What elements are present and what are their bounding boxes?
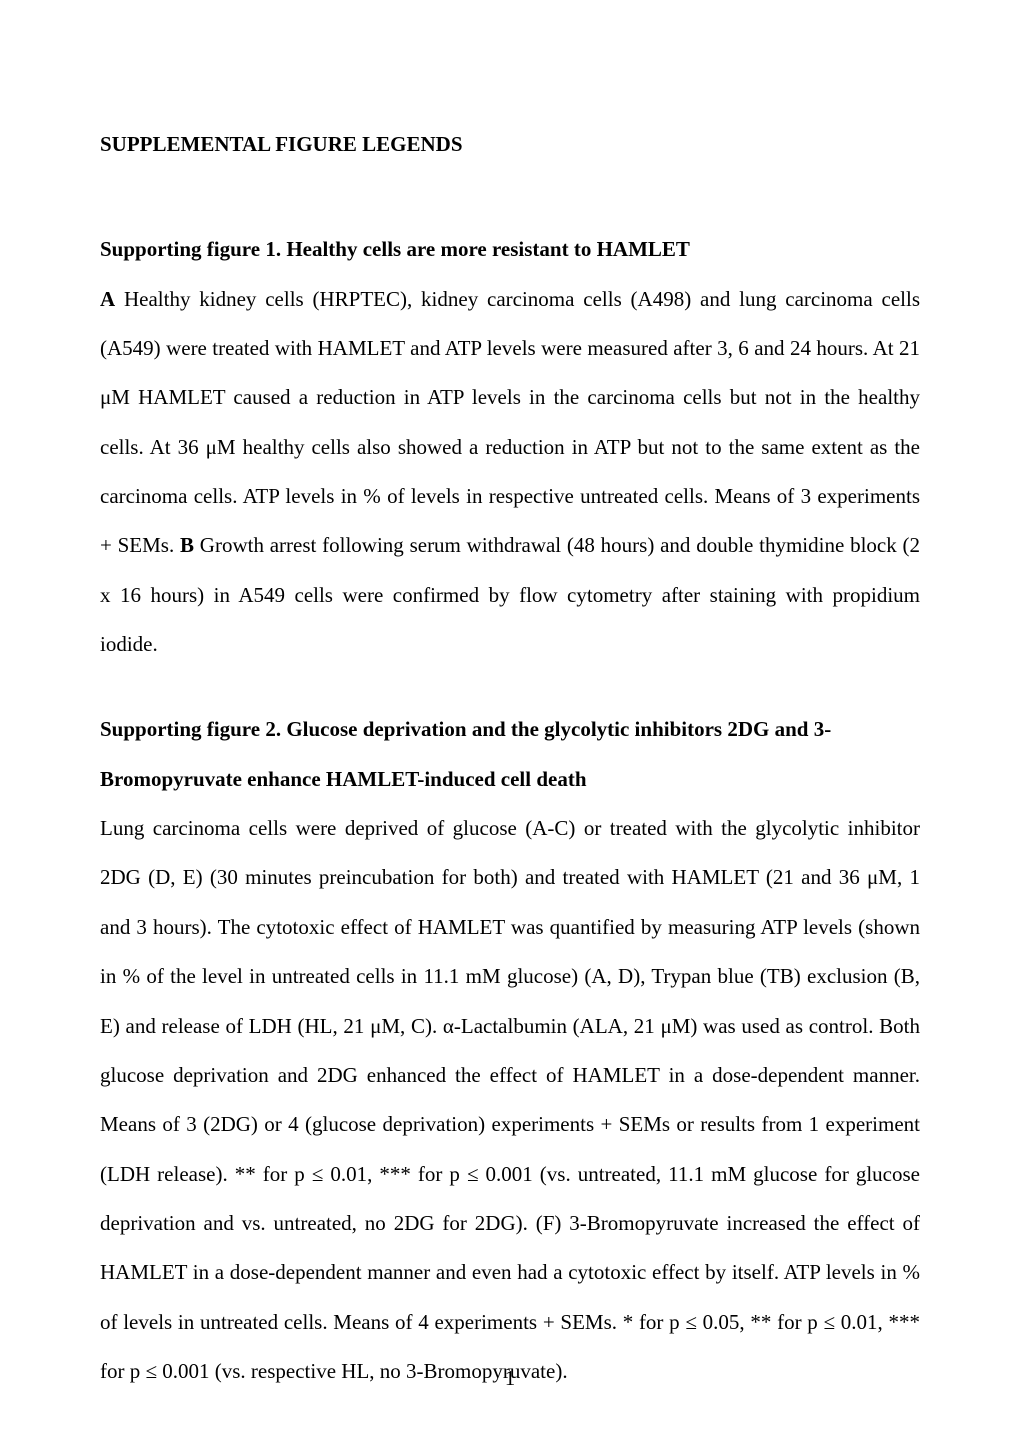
figure1-label-b: B: [180, 533, 194, 557]
figure2-heading-line2: Bromopyruvate enhance HAMLET-induced cel…: [100, 755, 920, 804]
page-number: 1: [0, 1354, 1020, 1403]
figure1-text-a: Healthy kidney cells (HRPTEC), kidney ca…: [100, 287, 920, 558]
figure1-heading: Supporting figure 1. Healthy cells are m…: [100, 225, 920, 274]
figure1-text-b: Growth arrest following serum withdrawal…: [100, 533, 920, 656]
figure1-label-a: A: [100, 287, 115, 311]
figure1-paragraph: A Healthy kidney cells (HRPTEC), kidney …: [100, 275, 920, 670]
section-heading: SUPPLEMENTAL FIGURE LEGENDS: [100, 120, 920, 169]
figure2-paragraph: Lung carcinoma cells were deprived of gl…: [100, 804, 920, 1396]
figure2-heading-line1: Supporting figure 2. Glucose deprivation…: [100, 705, 920, 754]
